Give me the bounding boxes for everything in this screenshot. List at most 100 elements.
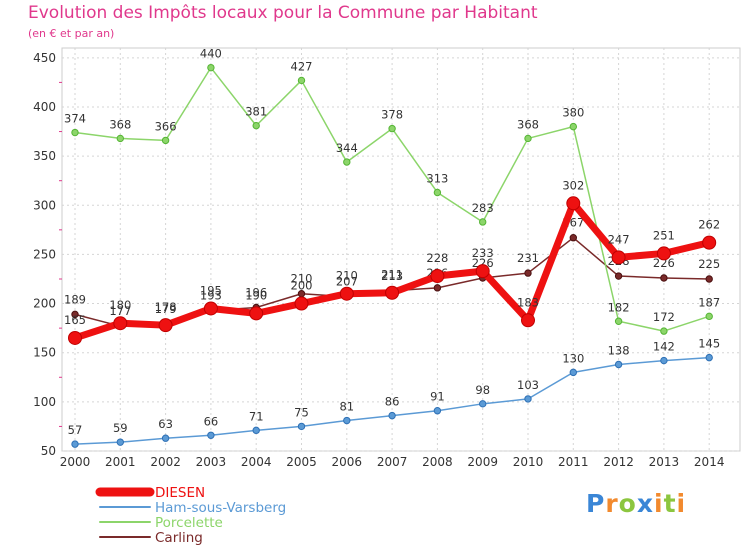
data-label: 190 xyxy=(245,288,267,302)
data-point xyxy=(611,250,626,265)
data-label: 381 xyxy=(245,105,267,119)
data-point xyxy=(569,122,577,131)
legend-label-diesen: DIESEN xyxy=(155,485,205,501)
y-tick-label: 100 xyxy=(33,395,56,409)
data-point xyxy=(297,422,306,431)
data-label: 251 xyxy=(653,228,675,242)
data-label: 226 xyxy=(472,256,494,270)
data-point xyxy=(71,128,79,137)
x-tick-label: 2000 xyxy=(60,455,91,469)
data-label: 231 xyxy=(517,251,539,265)
data-label: 130 xyxy=(562,351,584,365)
data-label: 177 xyxy=(109,304,131,318)
data-point xyxy=(388,411,396,420)
data-label: 187 xyxy=(698,295,720,309)
data-point xyxy=(161,434,170,442)
y-tick-label: 350 xyxy=(33,149,56,163)
data-point xyxy=(158,318,173,333)
x-tick-label: 2001 xyxy=(105,455,136,469)
data-point xyxy=(71,440,79,448)
data-point xyxy=(343,158,351,166)
data-label: 210 xyxy=(336,269,358,283)
data-label: 63 xyxy=(158,417,173,431)
data-label: 86 xyxy=(385,395,400,409)
data-point xyxy=(702,235,717,250)
data-point xyxy=(116,438,125,446)
data-label: 368 xyxy=(109,117,131,131)
data-point xyxy=(569,368,577,377)
data-point xyxy=(521,313,535,328)
data-label: 75 xyxy=(294,405,309,419)
x-tick-label: 2007 xyxy=(377,455,408,469)
data-label: 196 xyxy=(245,285,267,299)
data-point xyxy=(116,134,125,143)
chart-subtitle: (en € et par an) xyxy=(28,27,115,40)
data-label: 57 xyxy=(68,423,83,437)
data-point xyxy=(660,274,668,282)
data-point xyxy=(660,356,668,365)
data-label: 283 xyxy=(472,201,494,215)
y-tick-label: 50 xyxy=(41,444,56,458)
series-ham-sous-varsberg: 57 59 63 66 71 75 81 86 91 98 103 130 138 142 145 xyxy=(68,337,720,448)
data-label: 195 xyxy=(200,283,222,297)
data-point xyxy=(524,134,532,143)
data-label: 138 xyxy=(608,344,630,358)
data-label: 193 xyxy=(200,288,222,302)
data-label: 91 xyxy=(430,390,445,404)
data-point xyxy=(705,275,713,283)
data-label: 366 xyxy=(155,119,177,133)
data-point xyxy=(207,431,215,439)
data-label: 302 xyxy=(562,178,584,192)
data-label: 81 xyxy=(339,400,354,414)
data-label: 172 xyxy=(653,310,675,324)
x-tick-label: 2005 xyxy=(286,455,317,469)
data-label: 427 xyxy=(291,59,313,73)
data-point xyxy=(249,306,264,321)
data-point xyxy=(207,63,215,72)
data-label: 213 xyxy=(381,269,403,283)
data-label: 344 xyxy=(336,141,358,155)
data-label: 66 xyxy=(204,414,219,428)
x-tick-label: 2002 xyxy=(150,455,181,469)
x-tick-label: 2004 xyxy=(241,455,272,469)
data-label: 183 xyxy=(517,295,539,309)
data-point xyxy=(479,400,487,408)
plot-area xyxy=(61,47,741,452)
data-point xyxy=(297,76,306,85)
data-label: 368 xyxy=(517,117,539,131)
x-tick-label: 2011 xyxy=(558,455,589,469)
proxiti-logo: Proxiti xyxy=(586,489,687,518)
data-point xyxy=(203,301,218,316)
data-point xyxy=(614,317,623,325)
data-point xyxy=(294,296,309,311)
data-point xyxy=(660,327,668,335)
data-point xyxy=(388,124,396,133)
data-label: 380 xyxy=(562,106,584,120)
data-label: 233 xyxy=(472,246,494,260)
data-label: 440 xyxy=(200,47,222,61)
data-label: 226 xyxy=(653,256,675,270)
data-label: 59 xyxy=(113,421,128,435)
data-point xyxy=(475,264,490,279)
data-label: 211 xyxy=(381,268,403,282)
y-tick-label: 250 xyxy=(33,247,56,261)
x-tick-label: 2008 xyxy=(422,455,453,469)
data-label: 225 xyxy=(698,257,720,271)
data-label: 98 xyxy=(475,383,490,397)
data-point xyxy=(161,136,170,145)
data-point xyxy=(433,284,442,292)
data-point xyxy=(385,285,400,300)
data-point xyxy=(339,286,354,301)
data-label: 207 xyxy=(336,275,358,289)
data-label: 374 xyxy=(64,112,86,126)
data-label: 178 xyxy=(155,300,177,314)
data-point xyxy=(569,234,577,242)
data-label: 262 xyxy=(698,218,720,232)
data-point xyxy=(614,360,623,369)
data-label: 200 xyxy=(291,279,313,293)
legend-label-carling: Carling xyxy=(155,530,203,546)
data-label: 145 xyxy=(698,337,720,351)
